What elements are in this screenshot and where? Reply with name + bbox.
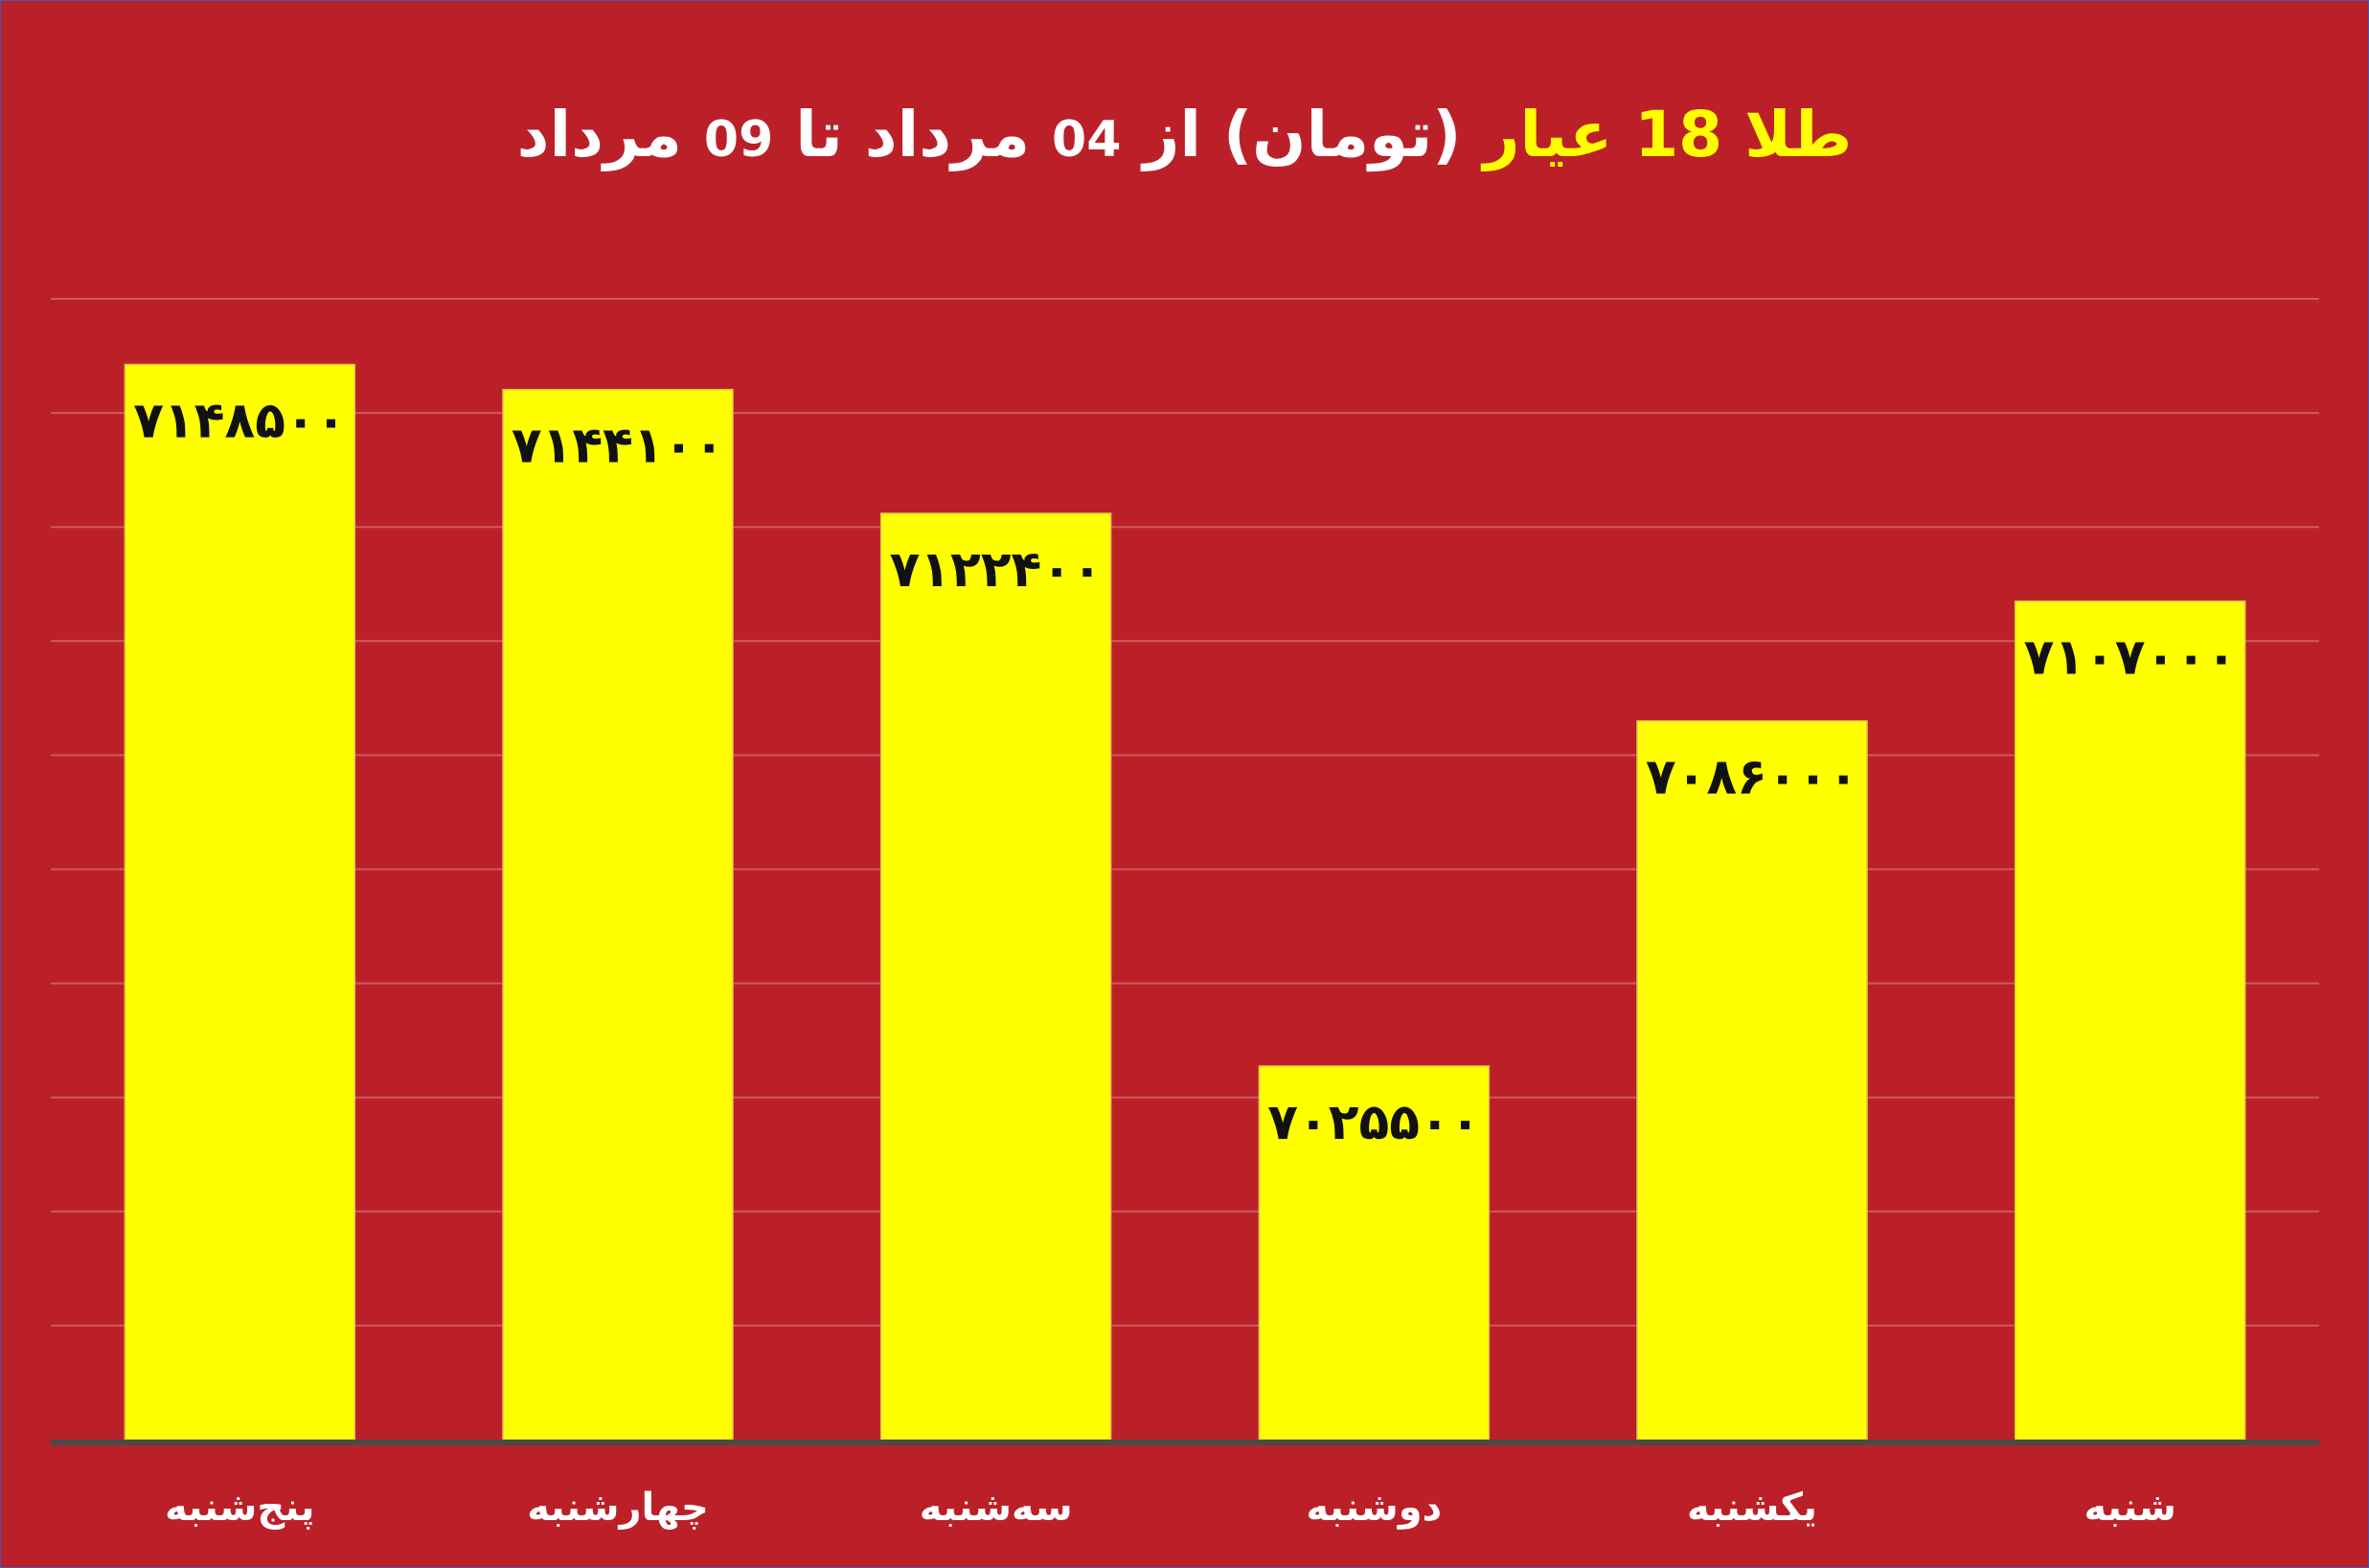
bar	[1636, 719, 1868, 1441]
bar	[879, 512, 1112, 1441]
data-label: ۷۰۸۶۰۰۰	[1646, 749, 1858, 807]
data-label: ۷۱۴۴۱۰۰	[512, 418, 724, 475]
category-label: شنبه	[2084, 1486, 2176, 1530]
bar	[502, 388, 734, 1441]
bars	[124, 363, 2246, 1441]
data-label: ۷۰۲۵۵۰۰	[1267, 1094, 1480, 1151]
chart-title: طلا 18 عیار (تومان) از 04 مرداد تا 09 مر…	[1, 92, 2368, 183]
data-label: ۷۱۲۲۴۰۰	[890, 541, 1103, 599]
category-label: پنج‌شنبه	[165, 1486, 314, 1530]
bar	[2014, 600, 2246, 1441]
title-highlight: طلا 18 عیار	[1483, 98, 1853, 171]
category-label: چهارشنبه	[527, 1486, 709, 1530]
data-label: ۷۱۴۸۵۰۰	[133, 392, 346, 449]
bar	[1258, 1065, 1491, 1441]
title-end-day: 09	[703, 111, 774, 169]
gridlines	[51, 298, 2319, 1327]
title-part-3: مرداد	[516, 98, 704, 171]
category-label: یکشنبه	[1687, 1486, 1817, 1530]
category-label: دوشنبه	[1307, 1486, 1443, 1530]
data-labels: ۷۱۴۸۵۰۰ ۷۱۴۴۱۰۰ ۷۱۲۲۴۰۰ ۷۰۲۵۵۰۰ ۷۰۸۶۰۰۰ ۷۱۰۷۰…	[133, 392, 2237, 1150]
category-labels: پنج‌شنبه چهارشنبه سه‌شنبه دوشنبه یکشنبه شنبه	[165, 1486, 2176, 1530]
title-part-2: مرداد تا	[773, 98, 1053, 171]
category-label: سه‌شنبه	[920, 1486, 1073, 1530]
data-label: ۷۱۰۷۰۰۰	[2024, 629, 2237, 687]
title-part-1: (تومان) از	[1121, 98, 1484, 171]
title-start-day: 04	[1052, 111, 1122, 169]
bar	[124, 363, 356, 1441]
